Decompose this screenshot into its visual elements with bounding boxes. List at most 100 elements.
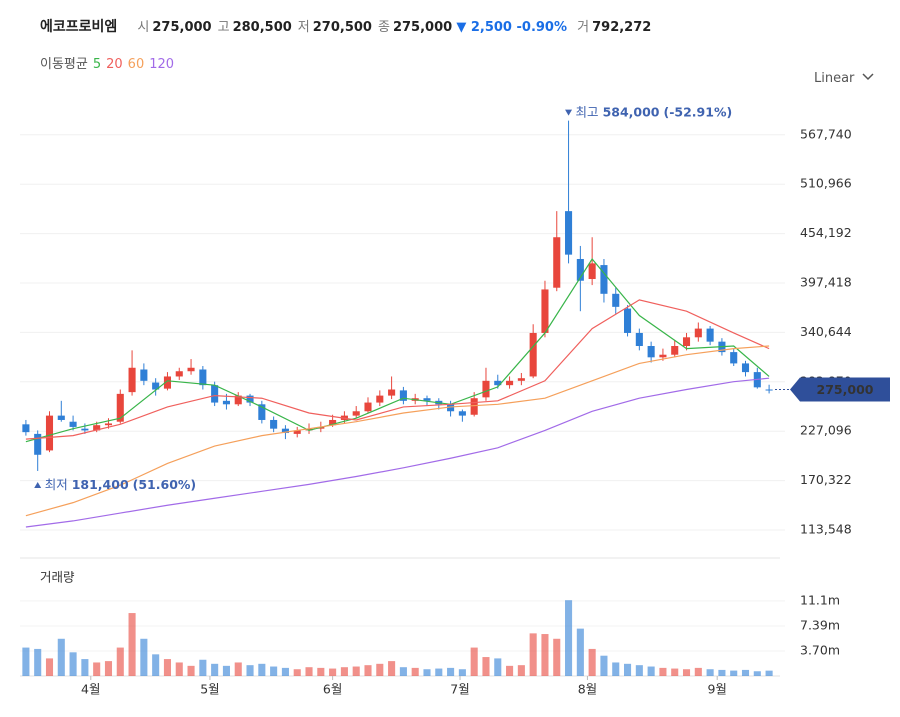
current-price-label: 275,000 xyxy=(817,382,874,397)
candle-body xyxy=(45,415,54,451)
candle-body xyxy=(104,423,113,426)
candle-body xyxy=(293,430,301,434)
volume-bar xyxy=(423,669,431,676)
volume-bar xyxy=(671,668,679,676)
candle-body xyxy=(541,289,549,333)
volume-bar xyxy=(470,647,478,676)
volume-bar xyxy=(281,667,289,676)
volume-bar xyxy=(612,662,620,676)
volume-bar xyxy=(175,662,183,676)
volume-bar xyxy=(45,658,54,676)
volume-bar xyxy=(458,669,466,676)
volume-bar xyxy=(376,663,384,676)
candle-body xyxy=(34,433,42,455)
volume-bar xyxy=(647,666,655,676)
volume-bar xyxy=(730,670,738,676)
volume-bar xyxy=(222,665,230,676)
candle-body xyxy=(624,308,632,333)
volume-tick-label: 11.1m xyxy=(800,592,840,607)
volume-value: 792,272 xyxy=(592,20,652,35)
legend-entry: 5 xyxy=(92,57,102,72)
candle-body xyxy=(352,411,360,416)
volume-bar xyxy=(635,665,643,676)
candle-body xyxy=(458,411,466,416)
volume-bar xyxy=(411,667,419,676)
volume-bar xyxy=(541,634,549,676)
candle-body xyxy=(517,378,525,381)
candle-body xyxy=(741,363,750,373)
volume-tick-label: 3.70m xyxy=(800,642,840,657)
candle-body xyxy=(388,389,396,396)
volume-bar xyxy=(199,659,207,676)
candle-body xyxy=(57,415,65,420)
x-tick-label: 9월 xyxy=(707,682,726,697)
candle-body xyxy=(246,395,254,403)
volume-bar xyxy=(624,663,632,676)
candle-body xyxy=(234,395,242,405)
volume-bar xyxy=(741,669,750,676)
field-value: 270,500 xyxy=(312,20,372,35)
x-tick-label: 6월 xyxy=(323,682,342,697)
volume-bar xyxy=(163,659,171,676)
candle-body xyxy=(470,398,478,415)
y-tick-label: 567,740 xyxy=(800,126,852,141)
volume-bar xyxy=(128,613,136,676)
field-value: 275,000 xyxy=(152,20,212,35)
ma-line xyxy=(25,257,770,443)
field-label: 고 xyxy=(217,20,230,35)
candle-body xyxy=(399,390,407,401)
volume-bar xyxy=(317,667,325,676)
candle-body xyxy=(211,385,219,403)
field-label: 저 xyxy=(297,20,310,35)
annotation: 최저 181,400 (51.60%) xyxy=(45,476,196,491)
volume-bar xyxy=(399,667,407,676)
legend-title: 이동평균 xyxy=(40,57,88,72)
scale-dropdown[interactable]: Linear xyxy=(814,71,874,86)
volume-bar xyxy=(270,666,278,676)
candle-body xyxy=(270,419,278,429)
legend-entry: 120 xyxy=(149,57,175,72)
ma-legend: 이동평균 5 20 60 120 xyxy=(40,53,174,72)
candle-body xyxy=(258,404,266,420)
chevron xyxy=(862,73,874,81)
volume-bar xyxy=(234,662,242,676)
volume-bar xyxy=(293,669,301,676)
annotation-change: (51.60%) xyxy=(133,476,197,491)
candle-body xyxy=(588,263,596,280)
volume-bar xyxy=(576,628,584,676)
volume-bar xyxy=(682,669,691,676)
quote-header: 에코프로비엠 시 275,000 고 280,500 저 270,500 종 275,000 … xyxy=(40,16,651,36)
volume-bar xyxy=(140,638,148,676)
scale-label[interactable]: Linear xyxy=(814,71,855,86)
volume-bar xyxy=(340,667,348,676)
volume-bar xyxy=(435,668,443,676)
candle-body xyxy=(69,421,77,427)
volume-bar xyxy=(104,661,113,676)
candle-body xyxy=(175,371,183,377)
volume-bar xyxy=(565,600,573,676)
candle-body xyxy=(140,369,148,381)
candle-body xyxy=(128,367,136,393)
candle-body xyxy=(81,428,89,431)
volume-bar xyxy=(506,665,514,676)
candle-body xyxy=(163,376,171,389)
field-label: 종 xyxy=(377,20,390,35)
x-tick-label: 7월 xyxy=(450,682,469,697)
candle-body xyxy=(529,332,537,377)
candle-body xyxy=(152,382,160,390)
x-tick-label: 5월 xyxy=(200,682,219,697)
field-label: 시 xyxy=(137,20,150,35)
candle-body xyxy=(199,369,207,386)
y-tick-label: 454,192 xyxy=(800,225,852,240)
y-tick-label: 510,966 xyxy=(800,176,852,191)
volume-bar xyxy=(517,665,525,676)
annotation: 최고 584,000 (-52.91%) xyxy=(576,104,733,119)
ma-line xyxy=(25,345,770,517)
volume-title: 거래량 xyxy=(40,570,75,585)
field-value: 275,000 xyxy=(392,20,453,35)
volume-bar xyxy=(553,638,561,676)
candle-body xyxy=(659,354,667,358)
candle-body xyxy=(576,258,584,281)
